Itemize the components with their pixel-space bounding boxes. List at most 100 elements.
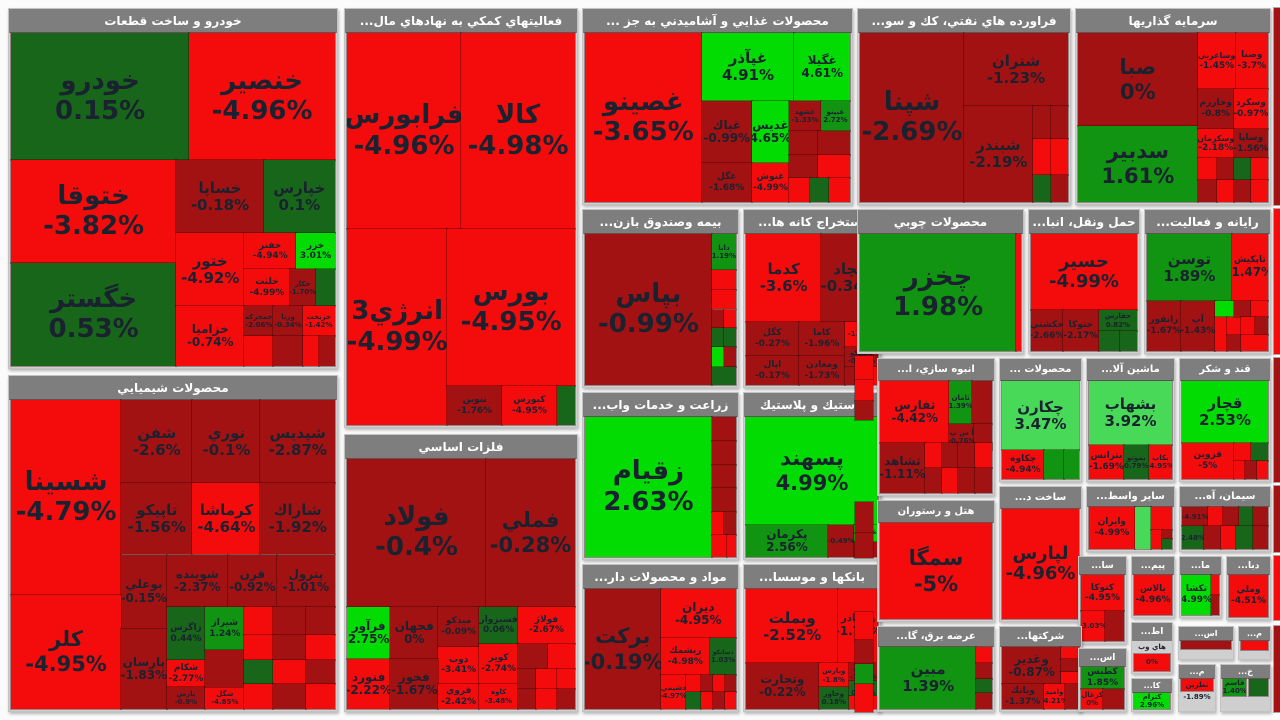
tile[interactable] — [1219, 525, 1238, 550]
tile-وسكرمان[interactable]: وسكرمان -2.18% — [1196, 128, 1235, 160]
tile-قچار[interactable]: قچار 2.53% — [1181, 380, 1269, 444]
tile-بوعلي[interactable]: بوعلي -0.15% — [120, 553, 168, 630]
tile-غپاك[interactable]: غپاك -0.99% — [700, 99, 753, 165]
tile-ومعادن[interactable]: ومعادن -1.73% — [797, 355, 846, 386]
tile[interactable] — [1232, 179, 1252, 203]
tile-قزوين[interactable]: قزوين -5% — [1181, 441, 1235, 480]
tile-خگستر[interactable]: خگستر 0.53% — [9, 261, 178, 367]
tile-كماسه[interactable] — [1180, 640, 1232, 650]
tile[interactable] — [1209, 594, 1220, 616]
tile[interactable] — [940, 467, 960, 494]
tile-وايران[interactable]: وايران -4.99% — [1088, 506, 1136, 550]
tile[interactable] — [304, 606, 336, 636]
tile[interactable] — [1240, 640, 1269, 651]
tile-فجهان[interactable]: فجهان 0% — [389, 605, 440, 660]
tile-شپديس[interactable]: شپديس -2.87% — [259, 398, 336, 485]
tile[interactable] — [317, 335, 336, 367]
tile[interactable] — [724, 674, 737, 694]
tile[interactable] — [685, 691, 703, 710]
tile[interactable] — [272, 606, 307, 636]
tile[interactable] — [712, 691, 727, 710]
tile[interactable] — [854, 354, 874, 382]
tile-غگل[interactable]: غگل -1.68% — [700, 162, 753, 203]
tile[interactable] — [304, 683, 336, 710]
tile-فخوز[interactable]: فخوز -1.67% — [389, 658, 440, 710]
tile-خلنت[interactable]: خلنت -4.99% — [243, 268, 291, 308]
tile[interactable] — [710, 463, 737, 490]
tile-شاوان[interactable] — [1031, 104, 1053, 141]
tile[interactable] — [710, 346, 725, 368]
tile[interactable] — [243, 606, 275, 636]
tile[interactable] — [272, 633, 307, 661]
tile[interactable] — [1273, 555, 1280, 621]
tile-زاگرس[interactable]: زاگرس 0.44% — [165, 606, 207, 661]
tile[interactable] — [1225, 316, 1243, 336]
tile[interactable] — [817, 130, 851, 156]
tile-ختور[interactable]: ختور -4.92% — [175, 231, 246, 308]
tile-وساپا[interactable]: وساپا -1.56% — [1232, 128, 1269, 160]
tile[interactable] — [854, 663, 874, 685]
tile-واميد[interactable]: واميد-4.21% — [1042, 683, 1067, 710]
tile-كسرا[interactable] — [1103, 610, 1126, 642]
tile-ولغدر[interactable] — [1150, 505, 1173, 532]
tile-تنوين[interactable]: تنوين -1.76% — [446, 384, 504, 426]
tile[interactable] — [854, 399, 874, 421]
tile-بترانس[interactable]: بترانس -1.69% — [1088, 443, 1125, 480]
tile-خكار[interactable]: خكار -1.70% — [288, 268, 317, 308]
tile-فولاژ[interactable]: فولاژ -2.67% — [517, 605, 576, 645]
tile-شپنا[interactable]: شپنا -2.69% — [859, 32, 965, 203]
tile[interactable] — [975, 645, 993, 665]
tile[interactable] — [1215, 179, 1235, 203]
tile-چكارن[interactable]: چكارن 3.47% — [1001, 380, 1080, 451]
tile-ثفارس[interactable]: ثفارس -4.42% — [878, 380, 951, 444]
tile-ثامان[interactable]: ثامان 1.39% — [948, 380, 973, 425]
tile[interactable] — [1060, 670, 1080, 686]
tile-چكاوه[interactable]: چكاوه -4.94% — [1000, 448, 1046, 480]
tile[interactable]: -3.03% — [1080, 610, 1106, 642]
tile-فروي[interactable]: فروي -2.42% — [437, 683, 481, 710]
tile[interactable] — [272, 335, 304, 367]
tile-ذوب[interactable]: ذوب -3.41% — [437, 645, 481, 685]
tile[interactable] — [1015, 233, 1022, 352]
tile[interactable] — [700, 674, 715, 694]
tile-وليز[interactable] — [1133, 506, 1153, 550]
tile-فسبزوار[interactable]: فسبزوار 0.06% — [478, 605, 519, 645]
tile[interactable] — [1060, 658, 1080, 673]
tile-فنورد[interactable]: فنورد -2.22% — [345, 658, 392, 710]
tile-پارسان[interactable]: پارسان -1.83% — [120, 627, 168, 710]
tile-كاما[interactable]: كاما -1.96% — [797, 320, 846, 358]
tile-دانا[interactable]: دانا 1.19% — [710, 232, 737, 272]
tile[interactable] — [975, 691, 993, 710]
tile-سمگا[interactable]: سمگا -5% — [879, 522, 993, 620]
tile[interactable] — [517, 643, 549, 670]
tile[interactable] — [1209, 574, 1220, 596]
tile-تكشا[interactable]: تكشا 4.99% — [1181, 574, 1212, 616]
tile-پكرمان[interactable]: پكرمان 2.56% — [745, 523, 829, 558]
tile[interactable] — [555, 668, 576, 690]
tile-غنوش[interactable]: غنوش -4.99% — [750, 162, 791, 203]
tile[interactable] — [710, 533, 728, 559]
tile-چخزر[interactable]: چخزر 1.98% — [858, 233, 1018, 352]
tile-وبملت[interactable]: وبملت -2.52% — [744, 587, 840, 665]
tile-كگل[interactable]: كگل -0.27% — [745, 320, 800, 358]
tile-كوير[interactable]: كوير -2.74% — [478, 643, 519, 685]
tile[interactable] — [854, 639, 874, 665]
tile-وسكرد[interactable]: وسكرد -0.97% — [1232, 87, 1269, 131]
tile[interactable] — [724, 691, 737, 710]
tile[interactable] — [272, 683, 307, 710]
tile[interactable]: -0.49% — [826, 523, 856, 558]
tile-حتوكا[interactable]: حتوكا -2.17% — [1061, 309, 1100, 352]
tile-لپارس[interactable]: لپارس -4.96% — [1001, 508, 1080, 620]
tile-غپآذر[interactable]: غپآذر 4.91% — [700, 32, 796, 102]
tile-صبا[interactable]: صبا 0% — [1077, 32, 1199, 127]
tile-شبريز[interactable] — [1050, 173, 1069, 203]
tile-شتران[interactable]: شتران -1.23% — [963, 32, 1069, 107]
tile-شبندر[interactable]: شبندر -2.19% — [963, 104, 1034, 203]
tile[interactable] — [1273, 485, 1280, 553]
tile-فرابورس[interactable]: فرابورس -4.96% — [346, 32, 462, 230]
tile[interactable] — [710, 326, 725, 349]
tile[interactable] — [1196, 179, 1218, 203]
tile-ورنا[interactable]: ورنا -0.34% — [272, 305, 304, 338]
tile[interactable] — [1150, 529, 1164, 550]
tile-فرآور[interactable]: فرآور 2.75% — [345, 605, 392, 660]
